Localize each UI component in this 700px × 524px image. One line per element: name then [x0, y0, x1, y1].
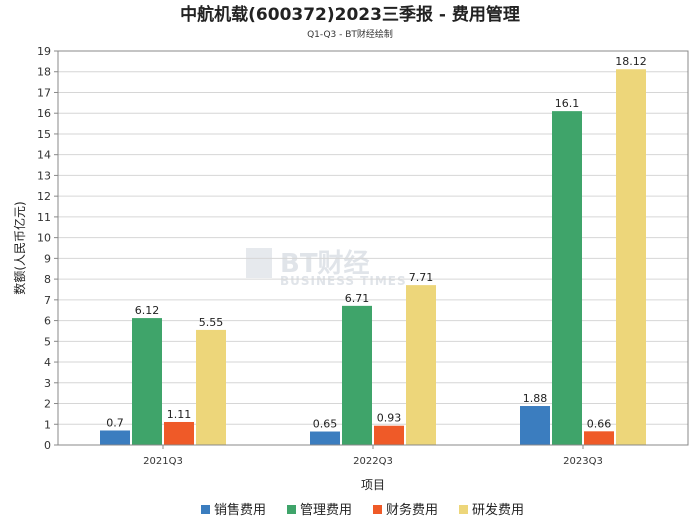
legend-label: 研发费用 [472, 502, 524, 518]
y-tick-label: 18 [37, 66, 51, 79]
bar [520, 406, 550, 445]
watermark-sub: BUSINESS TIMES [280, 274, 407, 288]
legend-item: 财务费用 [373, 502, 438, 518]
y-tick-label: 7 [44, 294, 51, 307]
legend: 销售费用 管理费用 财务费用 研发费用 [201, 502, 524, 518]
bar [406, 285, 436, 445]
bar [374, 425, 404, 445]
y-tick-label: 4 [44, 356, 51, 369]
x-tick-label: 2022Q3 [353, 456, 393, 467]
bar [164, 421, 194, 445]
chart-title: 中航机载(600372)2023三季报 - 费用管理 [180, 4, 520, 25]
y-tick-label: 2 [44, 398, 51, 411]
data-label: 7.71 [409, 271, 434, 284]
y-tick-label: 14 [37, 149, 51, 162]
data-label: 18.12 [615, 55, 647, 68]
y-tick-label: 15 [37, 128, 51, 141]
legend-swatch [373, 505, 382, 514]
data-label: 16.1 [555, 97, 580, 110]
data-label: 5.55 [199, 316, 224, 329]
y-tick-label: 13 [37, 169, 51, 182]
y-tick-label: 11 [37, 211, 51, 224]
y-tick-label: 0 [44, 439, 51, 452]
data-labels: 0.7 6.12 1.11 5.55 0.65 6.71 0.93 7.71 1.88 16.1 0… [106, 55, 647, 430]
y-tick-label: 19 [37, 45, 51, 58]
data-label: 0.66 [587, 417, 612, 430]
bar [584, 431, 614, 445]
data-label: 1.11 [167, 408, 192, 421]
data-label: 6.71 [345, 292, 370, 305]
y-tick-label: 17 [37, 86, 51, 99]
legend-item: 管理费用 [287, 503, 352, 518]
legend-label: 销售费用 [214, 502, 266, 518]
bar [342, 305, 372, 445]
legend-swatch [459, 505, 468, 514]
legend-item: 研发费用 [459, 502, 524, 518]
y-tick-label: 6 [44, 315, 51, 328]
y-tick-label: 3 [44, 377, 51, 390]
data-label: 0.93 [377, 412, 402, 425]
data-label: 0.7 [106, 416, 124, 429]
chart-subtitle: Q1-Q3 - BT财经绘制 [307, 28, 393, 40]
y-tick-label: 1 [44, 418, 51, 431]
x-tick-label: 2023Q3 [563, 456, 603, 467]
plot-area-frame [57, 50, 689, 446]
legend-swatch [201, 505, 210, 514]
legend-swatch [287, 505, 296, 514]
x-axis-label: 项目 [361, 478, 385, 492]
legend-label: 管理费用 [300, 503, 352, 518]
y-tick-label: 12 [37, 190, 51, 203]
data-label: 1.88 [523, 392, 548, 405]
y-tick-label: 10 [37, 232, 51, 245]
y-tick-label: 9 [44, 252, 51, 265]
bars [100, 69, 646, 446]
bar [132, 318, 162, 445]
watermark-brand: BT财经 [280, 248, 370, 279]
bar [310, 431, 340, 445]
legend-label: 财务费用 [386, 502, 438, 518]
bar [552, 111, 582, 445]
y-tick-label: 5 [44, 335, 51, 348]
x-tick-label: 2021Q3 [143, 456, 183, 467]
watermark: BT财经 BUSINESS TIMES [246, 248, 407, 288]
y-axis-label: 数额(人民币亿元) [12, 201, 27, 294]
bar [100, 430, 130, 445]
bar [196, 329, 226, 445]
data-label: 6.12 [135, 304, 160, 317]
data-label: 0.65 [313, 418, 338, 431]
bar [616, 69, 646, 446]
y-tick-label: 16 [37, 107, 51, 120]
y-tick-label: 8 [44, 273, 51, 286]
watermark-logo-mark [246, 248, 272, 278]
x-axis-categories: 2021Q3 2022Q3 2023Q3 [143, 445, 603, 467]
legend-item: 销售费用 [201, 502, 266, 518]
